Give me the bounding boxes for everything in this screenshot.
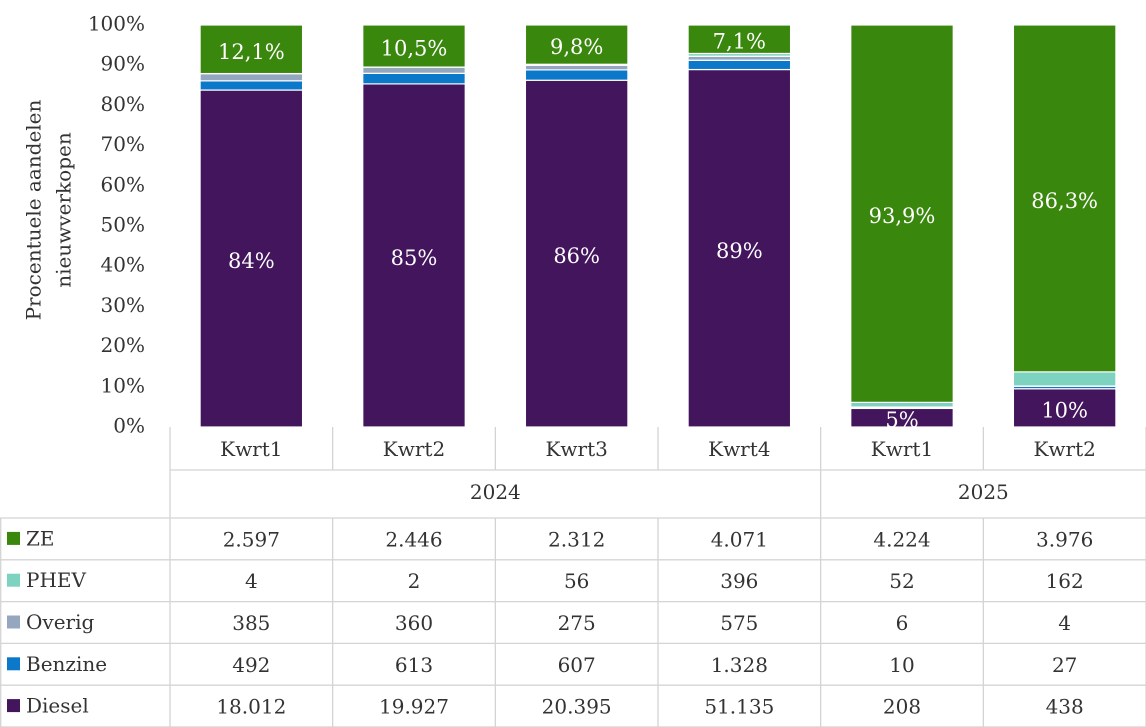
table-cell: 360 bbox=[395, 611, 433, 635]
data-label: 10% bbox=[1041, 398, 1088, 422]
bar-segment bbox=[687, 24, 792, 55]
y-axis-label: Procentuele aandelen bbox=[22, 99, 46, 320]
table-cell: 4.071 bbox=[711, 527, 768, 551]
y-tick-label: 70% bbox=[101, 132, 145, 156]
legend-label: ZE bbox=[26, 526, 55, 550]
bar-segment bbox=[199, 89, 304, 428]
bar-segment bbox=[850, 24, 954, 403]
bar-segment bbox=[362, 72, 466, 85]
legend-label: Overig bbox=[26, 610, 94, 634]
x-tick-label: Kwrt2 bbox=[383, 437, 445, 461]
group-label: 2025 bbox=[958, 480, 1009, 504]
legend-key bbox=[7, 573, 20, 587]
bar-segment bbox=[199, 24, 304, 75]
y-tick-label: 30% bbox=[101, 293, 145, 317]
y-tick-label: 20% bbox=[101, 333, 145, 357]
table-cell: 438 bbox=[1046, 695, 1084, 719]
data-label: 10,5% bbox=[381, 37, 448, 61]
legend-key bbox=[7, 699, 20, 713]
bar-segment bbox=[1012, 388, 1117, 428]
y-tick-label: 80% bbox=[101, 92, 145, 116]
table-cell: 492 bbox=[232, 653, 270, 677]
y-axis-label: nieuwverkopen bbox=[52, 132, 76, 288]
data-label: 7,1% bbox=[713, 30, 766, 54]
legend-label: Diesel bbox=[26, 694, 89, 718]
y-tick-label: 0% bbox=[113, 414, 145, 438]
table-cell: 18.012 bbox=[216, 695, 286, 719]
x-tick-label: Kwrt1 bbox=[871, 437, 933, 461]
data-label: 84% bbox=[228, 249, 275, 273]
table-cell: 2.446 bbox=[385, 527, 442, 551]
data-label: 93,9% bbox=[869, 204, 936, 228]
table-cell: 208 bbox=[883, 695, 921, 719]
bar-segment bbox=[199, 80, 304, 91]
y-tick-label: 40% bbox=[101, 253, 145, 277]
table-cell: 2.597 bbox=[223, 527, 280, 551]
data-label: 85% bbox=[391, 246, 438, 270]
x-tick-label: Kwrt4 bbox=[708, 437, 770, 461]
table-cell: 56 bbox=[564, 569, 589, 593]
x-tick-label: Kwrt3 bbox=[545, 437, 607, 461]
legend-key bbox=[7, 615, 20, 629]
table-cell: 27 bbox=[1052, 653, 1077, 677]
table-cell: 3.976 bbox=[1036, 527, 1093, 551]
table-cell: 613 bbox=[395, 653, 433, 677]
table-cell: 20.395 bbox=[542, 695, 612, 719]
legend-key bbox=[7, 531, 20, 545]
table-cell: 275 bbox=[558, 611, 596, 635]
bar-segment bbox=[524, 64, 629, 71]
table-cell: 575 bbox=[720, 611, 758, 635]
data-label: 12,1% bbox=[218, 40, 285, 64]
legend-label: PHEV bbox=[26, 568, 86, 592]
table-cell: 1.328 bbox=[711, 653, 768, 677]
table-cell: 396 bbox=[720, 569, 758, 593]
data-label: 9,8% bbox=[550, 35, 603, 59]
bar-segment bbox=[362, 83, 466, 428]
table-cell: 19.927 bbox=[379, 695, 449, 719]
table-cell: 4 bbox=[1058, 611, 1071, 635]
data-label: 86,3% bbox=[1031, 189, 1098, 213]
bar-segment bbox=[687, 68, 792, 428]
data-label: 89% bbox=[716, 239, 763, 263]
bar-segment bbox=[362, 24, 466, 68]
data-label: 86% bbox=[553, 244, 600, 268]
legend-label: Benzine bbox=[26, 652, 107, 676]
bar-segment bbox=[199, 73, 304, 82]
group-label: 2024 bbox=[470, 480, 521, 504]
table-cell: 4 bbox=[245, 569, 258, 593]
y-tick-label: 50% bbox=[101, 213, 145, 237]
legend-key bbox=[7, 657, 20, 671]
table-cell: 10 bbox=[889, 653, 914, 677]
data-label: 5% bbox=[885, 408, 918, 432]
y-tick-label: 90% bbox=[101, 52, 145, 76]
x-tick-label: Kwrt2 bbox=[1033, 437, 1095, 461]
x-tick-label: Kwrt1 bbox=[220, 437, 282, 461]
table-cell: 162 bbox=[1046, 569, 1084, 593]
bar-segment bbox=[1012, 24, 1117, 373]
bar-segment bbox=[850, 401, 954, 408]
bar-segment bbox=[362, 66, 466, 74]
y-tick-label: 60% bbox=[101, 172, 145, 196]
bar-segment bbox=[524, 69, 629, 81]
table-cell: 2.312 bbox=[548, 527, 605, 551]
y-tick-label: 100% bbox=[88, 12, 145, 36]
bar-segment bbox=[524, 24, 629, 65]
table-cell: 51.135 bbox=[704, 695, 774, 719]
table-cell: 52 bbox=[889, 569, 914, 593]
table-cell: 385 bbox=[232, 611, 270, 635]
table-cell: 2 bbox=[408, 569, 421, 593]
table-cell: 607 bbox=[558, 653, 596, 677]
bar-segment bbox=[1012, 371, 1117, 387]
bar-segment bbox=[687, 55, 792, 61]
table-cell: 4.224 bbox=[873, 527, 930, 551]
bar-segment bbox=[687, 59, 792, 71]
y-tick-label: 10% bbox=[101, 373, 145, 397]
table-cell: 6 bbox=[896, 611, 909, 635]
